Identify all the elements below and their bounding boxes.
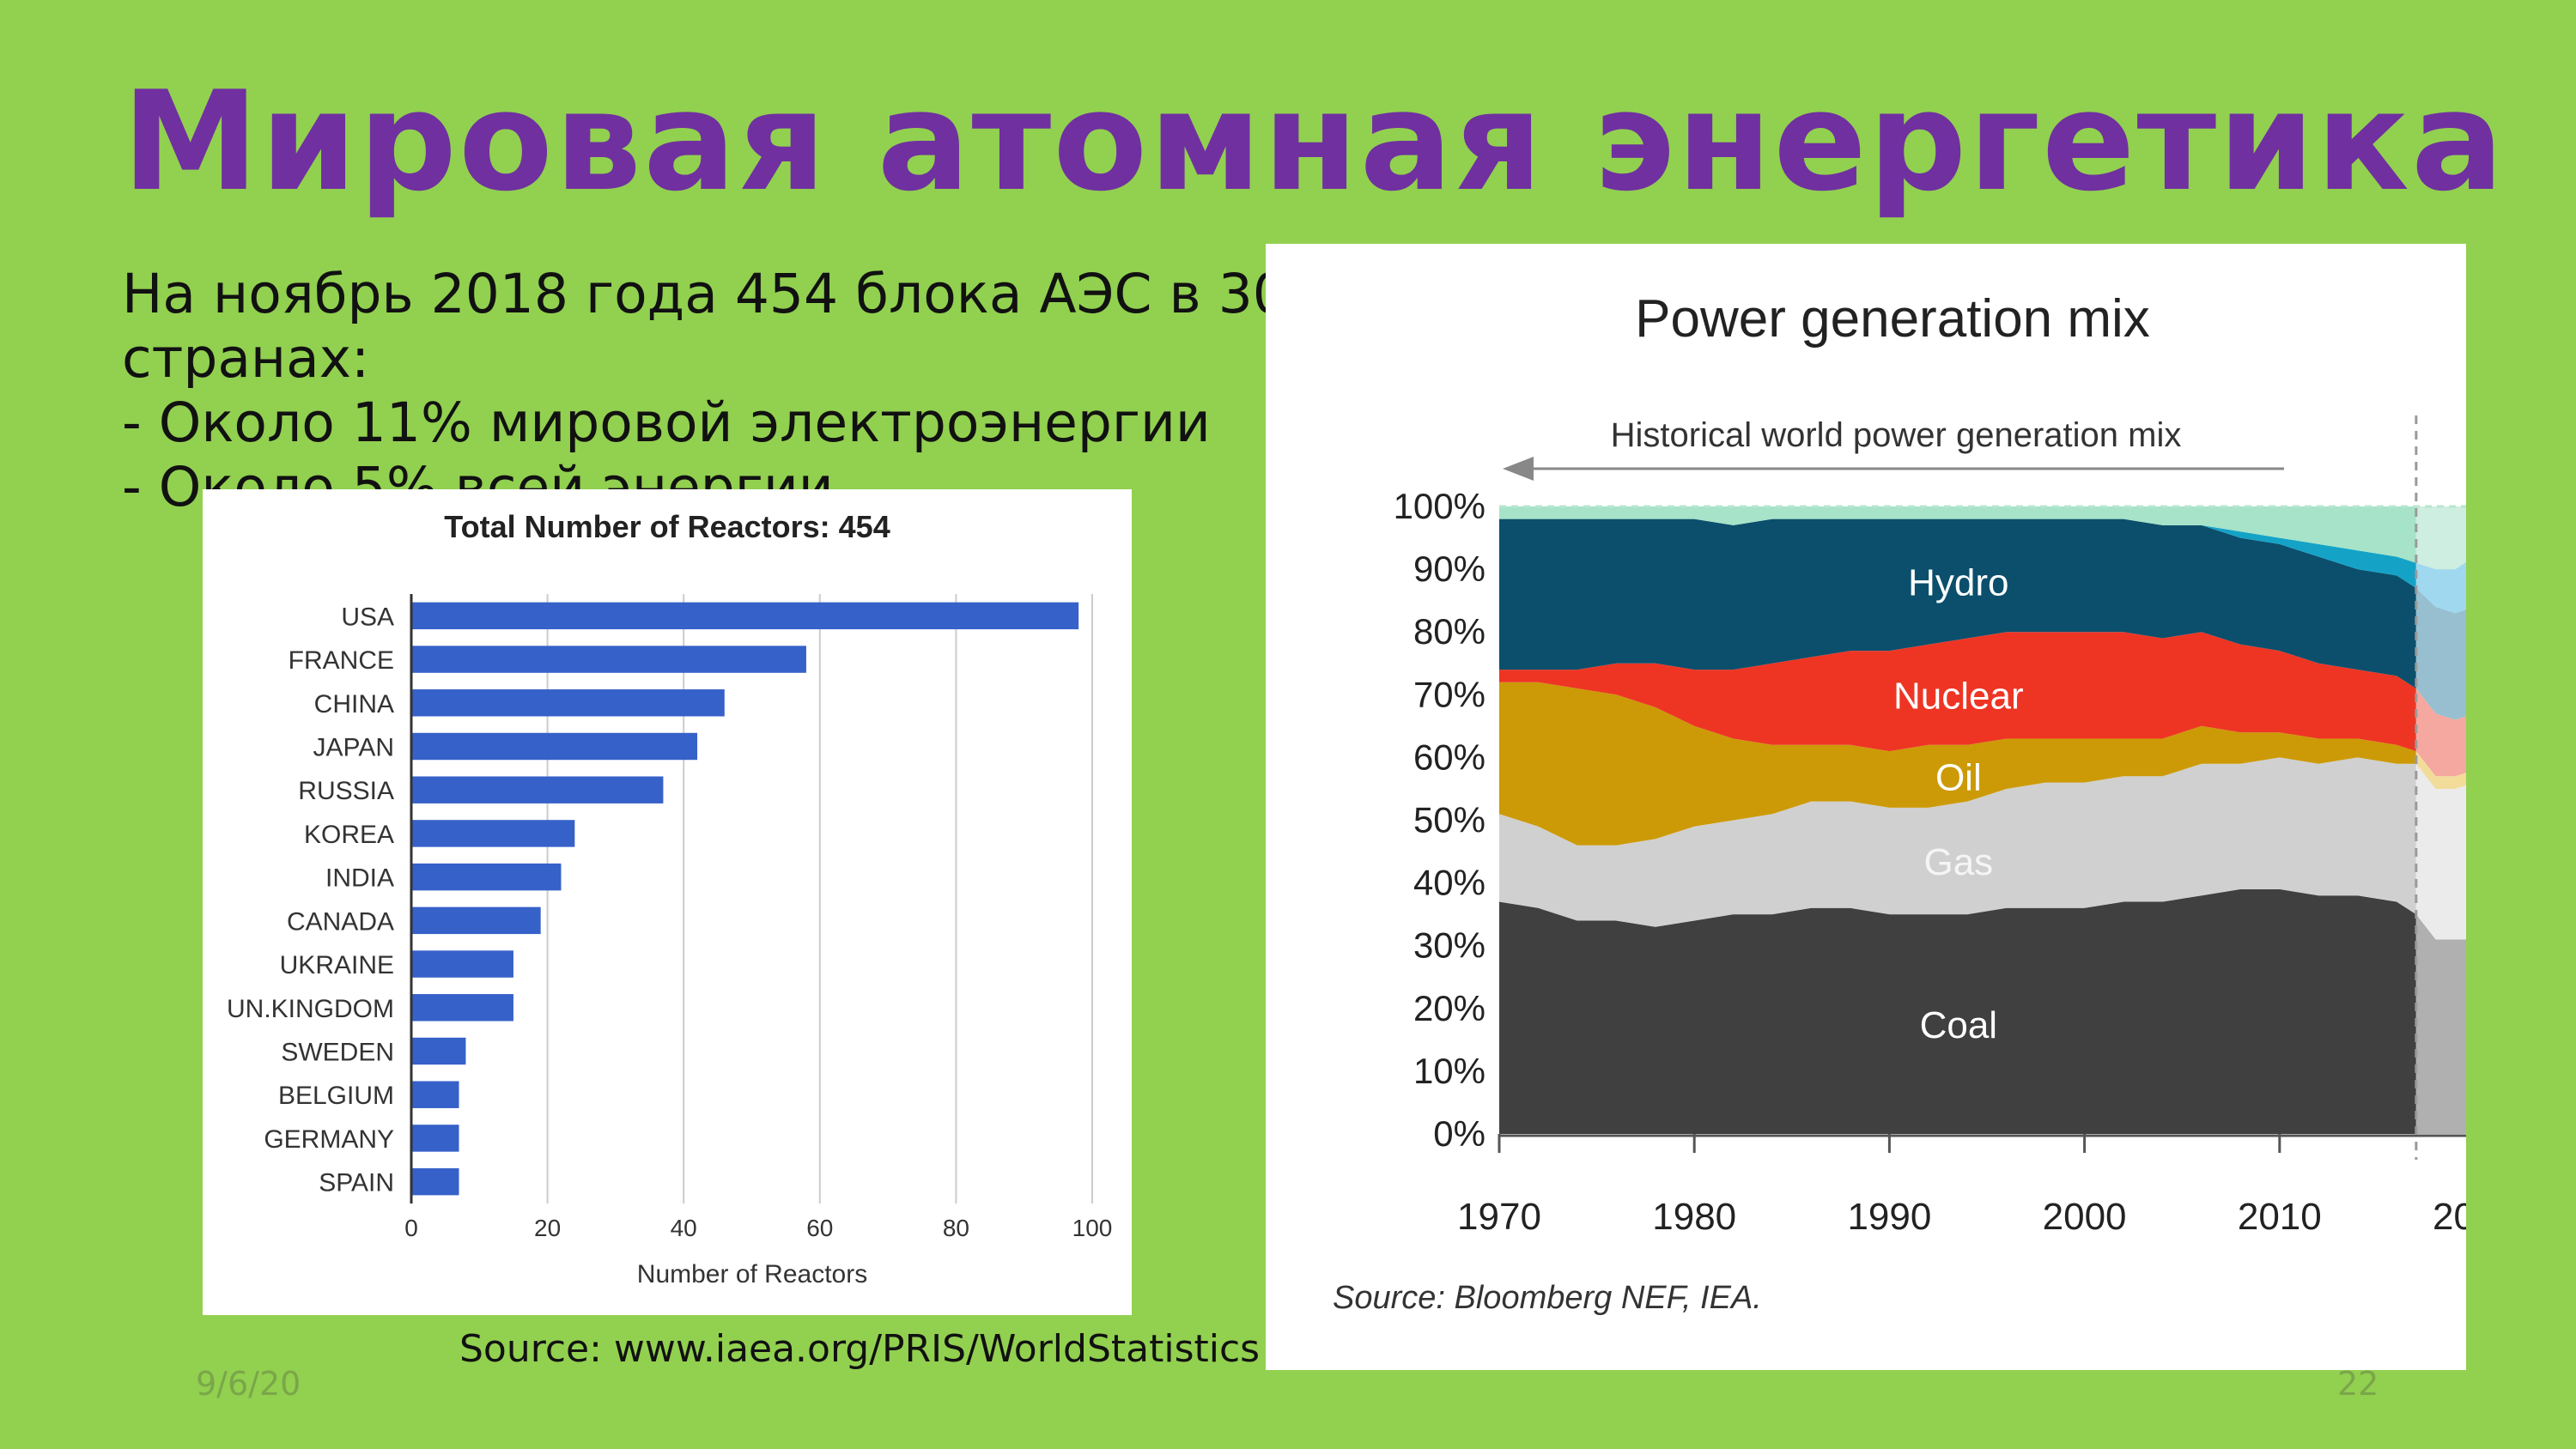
area-gas xyxy=(1499,757,2416,927)
chart-annotation: Historical world power generation mix xyxy=(1611,416,2182,454)
x-tick-label: 80 xyxy=(943,1215,969,1241)
x-tick-label: 60 xyxy=(806,1215,833,1241)
y-tick-label: 40% xyxy=(1413,863,1485,903)
category-label: CHINA xyxy=(314,690,394,718)
category-label: GERMANY xyxy=(264,1125,394,1154)
x-tick-label: 40 xyxy=(671,1215,697,1241)
annotation-arrow-head xyxy=(1503,457,1534,481)
category-label: BELGIUM xyxy=(278,1082,394,1110)
y-tick-label: 100% xyxy=(1394,486,1485,526)
x-tick-label: 20 xyxy=(534,1215,561,1241)
reactors-bar-chart: Total Number of Reactors: 454 0 20 40 60 80 10… xyxy=(227,509,1113,1288)
category-label: FRANCE xyxy=(289,646,394,675)
bar-ukraine xyxy=(411,950,513,978)
bar-russia xyxy=(411,776,664,803)
category-label: UKRAINE xyxy=(280,951,394,979)
series-label-hydro: Hydro xyxy=(1908,562,2008,604)
projection-area-band-0 xyxy=(2415,914,2475,1134)
category-label: JAPAN xyxy=(313,734,394,762)
series-label-oil: Oil xyxy=(1935,756,1982,798)
projection-area-band-6 xyxy=(2415,506,2475,570)
y-tick-label: 70% xyxy=(1413,674,1485,714)
bar-india xyxy=(411,863,562,891)
bar-belgium xyxy=(411,1081,459,1108)
area-nuclear xyxy=(1499,632,2416,752)
bar-japan xyxy=(411,732,698,761)
bar-canada xyxy=(411,906,541,935)
x-axis-label: Number of Reactors xyxy=(637,1260,867,1288)
bar-unkingdom xyxy=(411,994,513,1022)
bar-usa xyxy=(411,602,1079,630)
x-tick-label: 1990 xyxy=(1847,1196,1931,1238)
x-tick-label: 1970 xyxy=(1457,1196,1541,1238)
x-tick-label: 1980 xyxy=(1652,1196,1736,1238)
series-label-coal: Coal xyxy=(1920,1004,1998,1046)
area-band-6 xyxy=(1499,506,2416,563)
y-tick-label: 0% xyxy=(1433,1113,1485,1154)
projection-area-band-5 xyxy=(2415,556,2475,614)
y-tick-label: 90% xyxy=(1413,549,1485,589)
area-hydro xyxy=(1499,518,2416,688)
bullet-line: На ноябрь 2018 года 454 блока АЭС в 30 xyxy=(122,263,1287,325)
y-tick-label: 30% xyxy=(1413,925,1485,966)
series-label-gas: Gas xyxy=(1923,841,1993,883)
category-label: USA xyxy=(341,603,394,631)
area-chart-title: Power generation mix xyxy=(1635,289,2150,349)
category-label: CANADA xyxy=(287,907,394,936)
slide-page-number: 22 xyxy=(2337,1365,2379,1403)
bar-sweden xyxy=(411,1037,466,1065)
category-label: KOREA xyxy=(304,821,394,849)
slide-title: Мировая атомная энергетика xyxy=(122,61,2506,221)
y-tick-label: 80% xyxy=(1413,611,1485,652)
bar-spain xyxy=(411,1167,459,1196)
y-tick-label: 10% xyxy=(1413,1051,1485,1091)
x-tick-label: 2020 xyxy=(2433,1196,2466,1238)
projection-area-band-4 xyxy=(2415,588,2475,720)
projection-area-band-1 xyxy=(2415,763,2475,940)
bullet-line: странах: xyxy=(122,327,370,390)
projection-area-band-2 xyxy=(2415,751,2475,789)
y-tick-label: 60% xyxy=(1413,737,1485,777)
area-coal xyxy=(1499,888,2416,1134)
category-label: SWEDEN xyxy=(281,1039,394,1067)
bar-germany xyxy=(411,1125,459,1152)
slide-date: 9/6/20 xyxy=(196,1365,301,1403)
x-tick-label: 100 xyxy=(1072,1215,1113,1241)
y-tick-label: 50% xyxy=(1413,800,1485,840)
bar-china xyxy=(411,689,725,717)
category-label: SPAIN xyxy=(319,1169,394,1197)
series-label-nuclear: Nuclear xyxy=(1893,675,2024,717)
x-tick-label: 0 xyxy=(404,1215,418,1241)
area-oil xyxy=(1499,682,2416,846)
bar-chart-title: Total Number of Reactors: 454 xyxy=(444,509,890,544)
projection-area-band-3 xyxy=(2415,688,2475,777)
bar-korea xyxy=(411,820,575,847)
reactors-chart-panel: Total Number of Reactors: 454 0 20 40 60 80 10… xyxy=(203,489,1132,1315)
power-mix-area-chart: Power generation mix Coal Gas Oil Nuclear Hyd… xyxy=(1333,289,2517,1316)
x-tick-label: 2010 xyxy=(2238,1196,2322,1238)
slide-body-text: На ноябрь 2018 года 454 блока АЭС в 30 с… xyxy=(122,262,1287,519)
category-label: INDIA xyxy=(325,864,394,893)
bar-france xyxy=(411,646,806,673)
y-tick-label: 20% xyxy=(1413,988,1485,1028)
category-label: UN.KINGDOM xyxy=(227,995,394,1023)
category-label: RUSSIA xyxy=(298,777,394,805)
x-tick-label: 2000 xyxy=(2043,1196,2127,1238)
bullet-line: - Около 11% мировой электроэнергии xyxy=(122,391,1211,454)
iaea-source: Source: www.iaea.org/PRIS/WorldStatistic… xyxy=(459,1327,1261,1371)
chart-source: Source: Bloomberg NEF, IEA. xyxy=(1333,1280,1762,1316)
power-mix-chart-panel: Power generation mix Coal Gas Oil Nuclear Hyd… xyxy=(1266,244,2517,1370)
